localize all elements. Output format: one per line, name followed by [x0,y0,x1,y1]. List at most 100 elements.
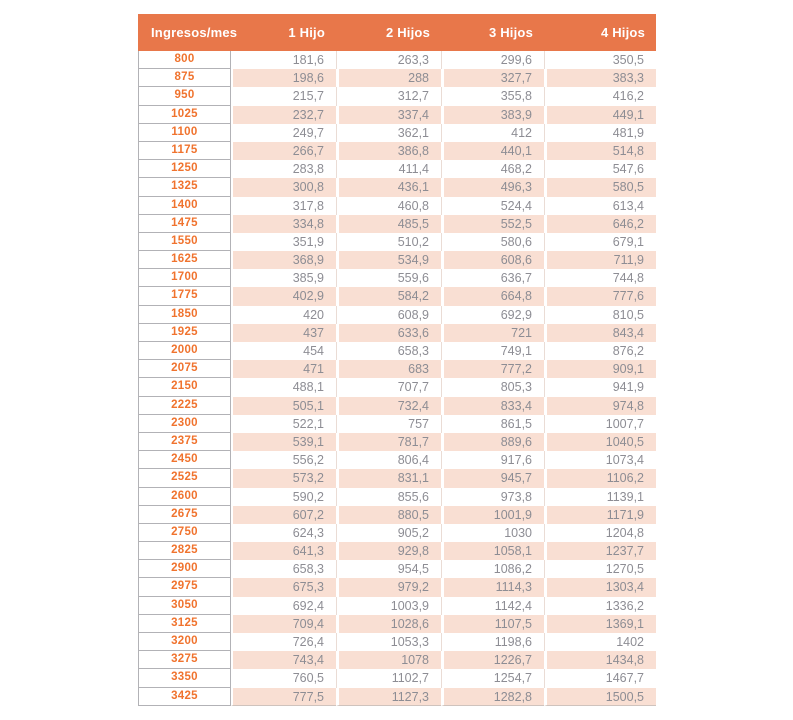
table-row: 2825 641,3 929,8 1058,1 1237,7 [138,542,656,561]
value-cell-1-hijo: 624,3 [231,523,336,543]
value-cell-4-hijos: 514,8 [544,141,656,161]
value-cell-1-hijo: 573,2 [231,469,336,488]
table-row: 2675 607,2 880,5 1001,9 1171,9 [138,505,656,524]
income-cell: 2450 [138,451,231,470]
income-cell: 2900 [138,560,231,579]
value-cell-2-hijos: 411,4 [336,160,441,179]
income-cell: 1325 [138,178,231,197]
value-cell-1-hijo: 317,8 [231,196,336,215]
value-cell-3-hijos: 945,7 [441,469,544,488]
value-cell-4-hijos: 1336,2 [544,596,656,615]
table-row: 875 198,6 288 327,7 383,3 [138,69,656,88]
value-cell-4-hijos: 1073,4 [544,451,656,470]
value-cell-3-hijos: 1058,1 [441,542,544,561]
table-row: 1325 300,8 436,1 496,3 580,5 [138,178,656,197]
value-cell-2-hijos: 584,2 [336,287,441,306]
value-cell-4-hijos: 909,1 [544,360,656,379]
table-row: 2300 522,1 757 861,5 1007,7 [138,414,656,433]
value-cell-2-hijos: 559,6 [336,269,441,288]
table-row: 3275 743,4 1078 1226,7 1434,8 [138,651,656,670]
value-cell-1-hijo: 641,3 [231,542,336,561]
header-2-hijos: 2 Hijos [385,25,430,40]
income-cell: 1700 [138,269,231,288]
table-row: 1025 232,7 337,4 383,9 449,1 [138,105,656,124]
income-cell: 2375 [138,432,231,452]
value-cell-3-hijos: 636,7 [441,269,544,288]
value-cell-1-hijo: 334,8 [231,214,336,233]
income-cell: 3125 [138,614,231,633]
value-cell-2-hijos: 485,5 [336,214,441,233]
value-cell-4-hijos: 1106,2 [544,469,656,488]
value-cell-2-hijos: 263,3 [336,51,441,70]
value-cell-4-hijos: 711,9 [544,251,656,270]
income-cell: 2525 [138,469,231,488]
table-row: 2225 505,1 732,4 833,4 974,8 [138,396,656,415]
value-cell-3-hijos: 805,3 [441,378,544,397]
income-cell: 3275 [138,651,231,670]
value-cell-3-hijos: 1107,5 [441,614,544,633]
income-cell: 1550 [138,232,231,252]
value-cell-2-hijos: 979,2 [336,578,441,597]
value-cell-4-hijos: 810,5 [544,305,656,324]
value-cell-1-hijo: 283,8 [231,160,336,179]
table-row: 2375 539,1 781,7 889,6 1040,5 [138,432,656,452]
table-row: 3350 760,5 1102,7 1254,7 1467,7 [138,669,656,688]
value-cell-1-hijo: 539,1 [231,432,336,452]
value-cell-2-hijos: 460,8 [336,196,441,215]
value-cell-4-hijos: 1139,1 [544,487,656,506]
income-cell: 1775 [138,287,231,306]
value-cell-3-hijos: 1142,4 [441,596,544,615]
value-cell-1-hijo: 249,7 [231,123,336,142]
income-cell: 950 [138,87,231,106]
value-cell-2-hijos: 1028,6 [336,614,441,633]
value-cell-2-hijos: 312,7 [336,87,441,106]
value-cell-4-hijos: 1204,8 [544,523,656,543]
value-cell-1-hijo: 777,5 [231,687,336,706]
value-cell-3-hijos: 1001,9 [441,505,544,524]
value-cell-1-hijo: 658,3 [231,560,336,579]
income-cell: 2150 [138,378,231,397]
value-cell-3-hijos: 327,7 [441,69,544,88]
header-4-hijos: 4 Hijos [600,25,645,40]
value-cell-1-hijo: 215,7 [231,87,336,106]
value-cell-4-hijos: 1434,8 [544,651,656,670]
value-cell-1-hijo: 505,1 [231,396,336,415]
value-cell-1-hijo: 437 [231,323,336,342]
value-cell-2-hijos: 1053,3 [336,633,441,652]
value-cell-4-hijos: 1237,7 [544,542,656,561]
table-row: 2900 658,3 954,5 1086,2 1270,5 [138,560,656,579]
value-cell-3-hijos: 608,6 [441,251,544,270]
value-cell-1-hijo: 692,4 [231,596,336,615]
value-cell-2-hijos: 806,4 [336,451,441,470]
value-cell-1-hijo: 726,4 [231,633,336,652]
value-cell-4-hijos: 613,4 [544,196,656,215]
income-cell: 2300 [138,414,231,433]
income-cell: 875 [138,69,231,88]
table-row: 1850 420 608,9 692,9 810,5 [138,305,656,324]
value-cell-2-hijos: 534,9 [336,251,441,270]
table-row: 2075 471 683 777,2 909,1 [138,360,656,379]
table-row: 800 181,6 263,3 299,6 350,5 [138,51,656,70]
value-cell-3-hijos: 833,4 [441,396,544,415]
income-table: Ingresos/mes 1 Hijo 2 Hijos 3 Hijos 4 Hi… [138,14,656,706]
income-cell: 2000 [138,342,231,361]
value-cell-2-hijos: 855,6 [336,487,441,506]
value-cell-1-hijo: 368,9 [231,251,336,270]
value-cell-3-hijos: 664,8 [441,287,544,306]
value-cell-3-hijos: 580,6 [441,232,544,252]
income-cell: 2600 [138,487,231,506]
value-cell-2-hijos: 707,7 [336,378,441,397]
table-row: 1250 283,8 411,4 468,2 547,6 [138,160,656,179]
income-cell: 2750 [138,523,231,543]
value-cell-2-hijos: 880,5 [336,505,441,524]
table-row: 3425 777,5 1127,3 1282,8 1500,5 [138,687,656,706]
table-row: 2975 675,3 979,2 1114,3 1303,4 [138,578,656,597]
value-cell-3-hijos: 412 [441,123,544,142]
header-1-hijo: 1 Hijo [288,25,325,40]
table-body: 800 181,6 263,3 299,6 350,5 875 198,6 28… [138,51,656,706]
value-cell-2-hijos: 831,1 [336,469,441,488]
value-cell-2-hijos: 510,2 [336,232,441,252]
table-row: 950 215,7 312,7 355,8 416,2 [138,87,656,106]
value-cell-3-hijos: 552,5 [441,214,544,233]
value-cell-4-hijos: 1040,5 [544,432,656,452]
